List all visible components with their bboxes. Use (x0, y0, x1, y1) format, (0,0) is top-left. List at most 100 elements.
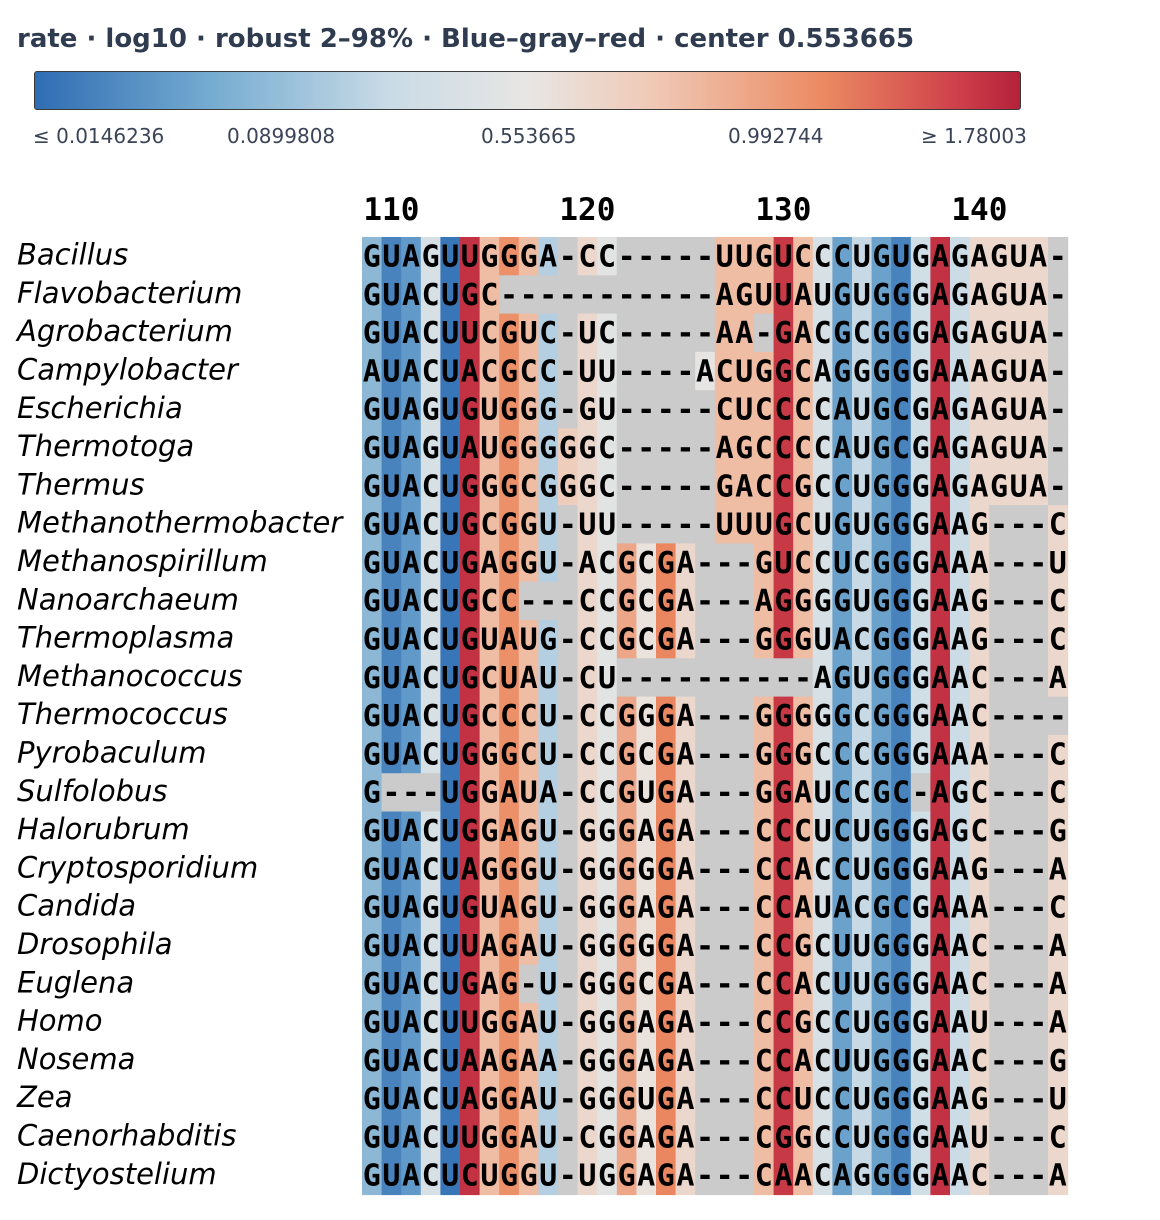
heatmap-cell (714, 1003, 735, 1042)
heatmap-cell (538, 811, 559, 851)
residue-label: U (461, 316, 479, 351)
heatmap-cell (773, 1079, 794, 1119)
heatmap-cell (754, 658, 775, 698)
heatmap-cell (1008, 696, 1029, 736)
heatmap-cell (362, 620, 383, 659)
residue-label: - (735, 737, 753, 772)
heatmap-cell (989, 964, 1010, 1004)
heatmap-cell (636, 696, 657, 736)
taxon-label: Thermoplasma (17, 621, 234, 655)
heatmap-cell (1048, 543, 1069, 583)
taxon-label: Methanothermobacter (17, 506, 344, 540)
heatmap-cell (538, 351, 559, 391)
residue-label: G (853, 354, 871, 389)
residue-label: C (598, 622, 616, 657)
heatmap-cell (656, 1079, 677, 1119)
heatmap-cell (538, 237, 559, 276)
heatmap-cell (989, 696, 1010, 736)
heatmap-cell (1048, 390, 1069, 430)
residue-label: G (951, 814, 969, 849)
heatmap-cell (479, 888, 500, 927)
residue-label: A (931, 354, 949, 389)
residue-label: C (833, 469, 851, 504)
residue-label: - (1029, 1159, 1047, 1194)
residue-label: C (480, 584, 498, 619)
heatmap-cell (812, 275, 833, 315)
heatmap-cell (479, 428, 500, 468)
residue-label: U (578, 354, 596, 389)
residue-label: A (931, 967, 949, 1002)
residue-label: G (578, 967, 596, 1002)
heatmap-cell (401, 888, 422, 927)
heatmap-cell (558, 237, 579, 276)
residue-label: G (892, 622, 910, 657)
residue-label: G (872, 699, 890, 734)
heatmap-cell (871, 581, 892, 621)
heatmap-cell (401, 237, 422, 276)
residue-label: G (872, 508, 890, 543)
heatmap-cell (1028, 466, 1049, 506)
residue-label: G (598, 1005, 616, 1040)
heatmap-cell (695, 1117, 716, 1157)
residue-label: A (676, 852, 694, 887)
taxon-label: Methanococcus (17, 659, 243, 693)
residue-label: G (578, 1082, 596, 1117)
residue-label: - (716, 584, 734, 619)
heatmap-cell (950, 964, 971, 1004)
residue-label: C (500, 699, 518, 734)
residue-label: - (676, 393, 694, 428)
heatmap-cell (675, 1156, 696, 1196)
heatmap-cell (910, 734, 931, 774)
residue-label: A (794, 1044, 812, 1079)
heatmap-cell (577, 466, 598, 506)
residue-label: G (892, 737, 910, 772)
heatmap-cell (1008, 1156, 1029, 1196)
residue-label: G (363, 622, 381, 657)
heatmap-cell (910, 390, 931, 430)
residue-label: G (363, 1082, 381, 1117)
heatmap-cell (440, 1156, 461, 1196)
residue-label: - (716, 1120, 734, 1155)
heatmap-cell (420, 505, 441, 544)
heatmap-cell (773, 275, 794, 315)
heatmap-cell (950, 581, 971, 621)
residue-label: G (872, 239, 890, 274)
heatmap-cell (420, 926, 441, 966)
residue-label: - (676, 431, 694, 466)
heatmap-cell (989, 773, 1010, 813)
heatmap-cell (479, 313, 500, 353)
heatmap-cell (1028, 1041, 1049, 1081)
residue-label: C (814, 852, 832, 887)
residue-label: - (1029, 967, 1047, 1002)
heatmap-cell (891, 811, 912, 851)
heatmap-cell (675, 466, 696, 506)
heatmap-cell (597, 351, 618, 391)
heatmap-cell (930, 237, 951, 276)
heatmap-cell (381, 466, 402, 506)
residue-label: U (382, 469, 400, 504)
heatmap-cell (636, 466, 657, 506)
heatmap-cell (518, 849, 539, 889)
heatmap-cell (891, 505, 912, 544)
heatmap-cell (577, 849, 598, 889)
residue-label: A (402, 508, 420, 543)
residue-label: - (618, 431, 636, 466)
heatmap-cell (401, 313, 422, 353)
residue-label: U (382, 814, 400, 849)
residue-label: C (833, 852, 851, 887)
residue-label: C (774, 469, 792, 504)
heatmap-cell (362, 888, 383, 927)
heatmap-cell (420, 773, 441, 813)
heatmap-cell (538, 926, 559, 966)
residue-label: C (755, 967, 773, 1002)
residue-label: G (461, 508, 479, 543)
heatmap-cell (362, 390, 383, 430)
residue-label: - (716, 699, 734, 734)
heatmap-cell (499, 505, 520, 544)
chart-title: rate · log10 · robust 2–98% · Blue–gray–… (17, 24, 915, 54)
heatmap-cell (754, 849, 775, 889)
residue-label: G (892, 584, 910, 619)
residue-label: U (382, 967, 400, 1002)
residue-label: - (657, 239, 675, 274)
